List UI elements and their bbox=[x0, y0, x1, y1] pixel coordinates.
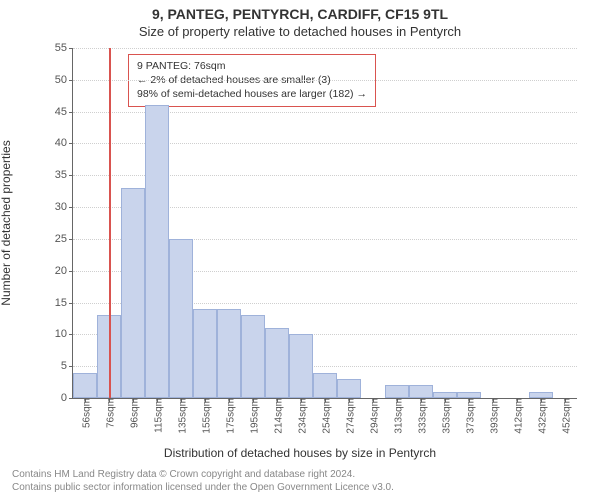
xtick-label: 214sqm bbox=[270, 398, 285, 434]
ytick-label: 10 bbox=[55, 328, 73, 340]
annotation-line: 9 PANTEG: 76sqm bbox=[137, 59, 367, 73]
ytick-label: 50 bbox=[55, 74, 73, 86]
annotation-line: 98% of semi-detached houses are larger (… bbox=[137, 87, 367, 101]
ytick-label: 45 bbox=[55, 106, 73, 118]
gridline bbox=[73, 48, 577, 49]
ytick-label: 30 bbox=[55, 201, 73, 213]
ytick-label: 5 bbox=[61, 360, 73, 372]
xtick-label: 313sqm bbox=[390, 398, 405, 434]
x-axis-label: Distribution of detached houses by size … bbox=[0, 446, 600, 460]
histogram-bar bbox=[385, 385, 409, 398]
xtick-label: 175sqm bbox=[222, 398, 237, 434]
chart-title-sub: Size of property relative to detached ho… bbox=[0, 24, 600, 39]
ytick-label: 0 bbox=[61, 392, 73, 404]
xtick-label: 115sqm bbox=[150, 398, 165, 433]
chart-title-main: 9, PANTEG, PENTYRCH, CARDIFF, CF15 9TL bbox=[0, 6, 600, 22]
xtick-label: 56sqm bbox=[78, 398, 93, 428]
histogram-bar bbox=[217, 309, 241, 398]
histogram-bar bbox=[265, 328, 289, 398]
ytick-label: 55 bbox=[55, 42, 73, 54]
histogram-bar bbox=[409, 385, 433, 398]
xtick-label: 274sqm bbox=[342, 398, 357, 434]
histogram-bar bbox=[193, 309, 217, 398]
xtick-label: 412sqm bbox=[510, 398, 525, 434]
histogram-bar bbox=[73, 373, 97, 398]
xtick-label: 195sqm bbox=[246, 398, 261, 434]
xtick-label: 353sqm bbox=[438, 398, 453, 434]
histogram-bar bbox=[313, 373, 337, 398]
xtick-label: 76sqm bbox=[102, 398, 117, 428]
xtick-label: 254sqm bbox=[318, 398, 333, 434]
xtick-label: 155sqm bbox=[198, 398, 213, 434]
xtick-label: 135sqm bbox=[174, 398, 189, 434]
gridline bbox=[73, 80, 577, 81]
xtick-label: 333sqm bbox=[414, 398, 429, 434]
histogram-plot: 9 PANTEG: 76sqm ← 2% of detached houses … bbox=[72, 48, 577, 399]
histogram-bar bbox=[145, 105, 169, 398]
ytick-label: 25 bbox=[55, 233, 73, 245]
xtick-label: 96sqm bbox=[126, 398, 141, 428]
xtick-label: 373sqm bbox=[462, 398, 477, 434]
histogram-bar bbox=[169, 239, 193, 398]
ytick-label: 40 bbox=[55, 137, 73, 149]
xtick-label: 294sqm bbox=[366, 398, 381, 434]
histogram-bar bbox=[289, 334, 313, 398]
xtick-label: 432sqm bbox=[534, 398, 549, 434]
ytick-label: 20 bbox=[55, 265, 73, 277]
histogram-bar bbox=[241, 315, 265, 398]
footer-line: Contains HM Land Registry data © Crown c… bbox=[12, 468, 588, 481]
histogram-bar bbox=[337, 379, 361, 398]
footer-line: Contains public sector information licen… bbox=[12, 481, 588, 494]
xtick-label: 452sqm bbox=[558, 398, 573, 434]
y-axis-label: Number of detached properties bbox=[0, 140, 13, 305]
reference-line bbox=[109, 48, 111, 398]
xtick-label: 234sqm bbox=[294, 398, 309, 434]
xtick-label: 393sqm bbox=[486, 398, 501, 434]
ytick-label: 35 bbox=[55, 169, 73, 181]
footer-attribution: Contains HM Land Registry data © Crown c… bbox=[12, 468, 588, 494]
histogram-bar bbox=[121, 188, 145, 398]
ytick-label: 15 bbox=[55, 297, 73, 309]
